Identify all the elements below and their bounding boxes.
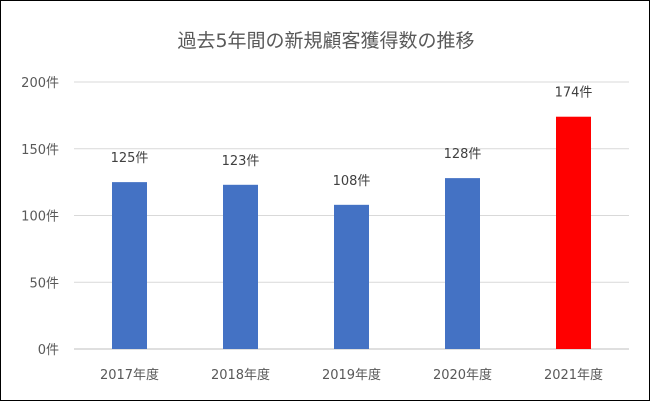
y-tick-label: 200件 [21, 76, 59, 91]
data-label: 174件 [555, 86, 593, 101]
y-tick-label: 100件 [21, 210, 59, 225]
x-tick-label: 2017年度 [100, 367, 159, 383]
data-label: 128件 [444, 147, 482, 162]
data-label: 125件 [111, 151, 149, 166]
bar [445, 178, 480, 349]
x-tick-label: 2019年度 [322, 367, 381, 383]
bar [223, 184, 258, 349]
y-tick-label: 0件 [38, 343, 59, 358]
x-axis-ticks: 2017年度 2018年度 2019年度 2020年度 2021年度 [100, 367, 603, 383]
x-tick-label: 2018年度 [211, 367, 270, 383]
y-tick-label: 50件 [29, 276, 59, 291]
bar [334, 204, 369, 349]
bar [556, 116, 591, 350]
x-tick-label: 2020年度 [433, 367, 492, 383]
bars [112, 116, 591, 350]
x-tick-label: 2021年度 [544, 367, 603, 383]
data-labels: 125件 123件 108件 128件 174件 [111, 86, 593, 189]
y-axis-ticks: 0件 50件 100件 150件 200件 [21, 76, 59, 358]
y-tick-label: 150件 [21, 143, 59, 158]
data-label: 108件 [333, 174, 371, 189]
chart-title: 過去5年間の新規顧客獲得数の推移 [177, 30, 474, 52]
data-label: 123件 [222, 154, 260, 169]
bar [112, 182, 147, 349]
